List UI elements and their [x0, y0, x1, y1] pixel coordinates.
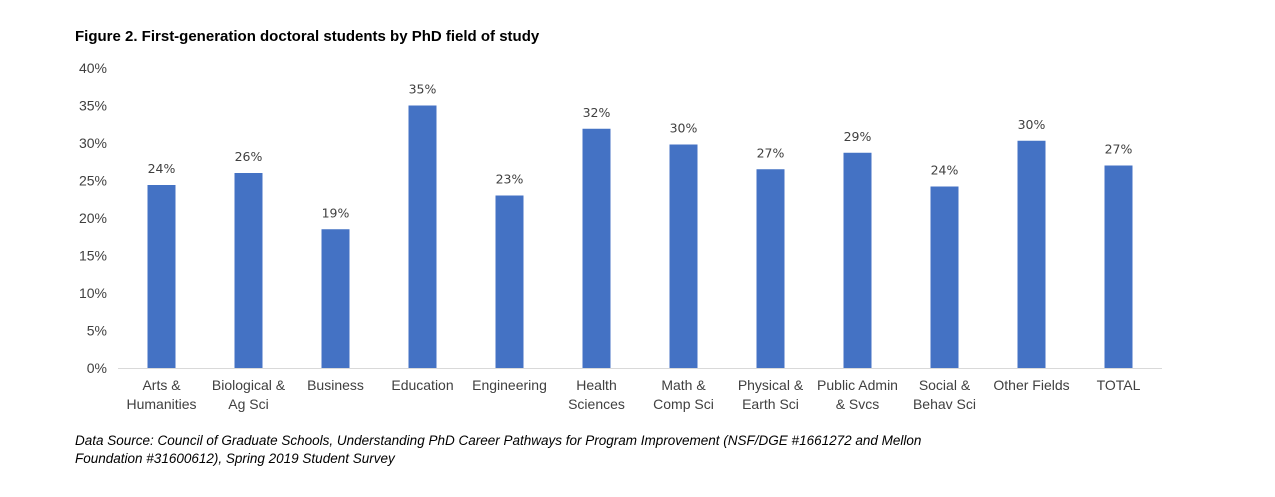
- x-category-label: TOTAL: [1097, 377, 1141, 393]
- x-category-label: Arts &: [142, 377, 181, 393]
- x-category-label: Physical &: [738, 377, 804, 393]
- x-category-label: Earth Sci: [742, 396, 799, 412]
- y-tick-label: 35%: [79, 98, 107, 114]
- bar: [1104, 165, 1133, 368]
- bar: [669, 144, 698, 368]
- data-label: 27%: [757, 145, 785, 160]
- data-label: 30%: [1018, 117, 1046, 132]
- bar: [147, 185, 176, 368]
- x-category-label: Education: [391, 377, 453, 393]
- x-category-label: Ag Sci: [228, 396, 268, 412]
- y-tick-label: 0%: [87, 360, 107, 376]
- data-source-note: Data Source: Council of Graduate Schools…: [75, 433, 922, 466]
- bar: [234, 173, 263, 368]
- data-label: 27%: [1105, 142, 1133, 157]
- x-category-label: Humanities: [126, 396, 196, 412]
- data-label: 26%: [235, 149, 263, 164]
- x-category-label: Engineering: [472, 377, 547, 393]
- x-category-label: Business: [307, 377, 364, 393]
- y-tick-label: 25%: [79, 173, 107, 189]
- bar: [1017, 140, 1046, 368]
- y-tick-label: 10%: [79, 285, 107, 301]
- y-tick-label: 30%: [79, 135, 107, 151]
- x-category-label: Social &: [919, 377, 971, 393]
- bar: [843, 152, 872, 368]
- x-category-label: Biological &: [212, 377, 286, 393]
- x-category-label: Behav Sci: [913, 396, 976, 412]
- data-label: 30%: [670, 121, 698, 136]
- bar: [321, 229, 350, 368]
- bar: [582, 128, 611, 368]
- data-label: 35%: [409, 82, 437, 97]
- bar: [930, 186, 959, 368]
- data-label: 19%: [322, 205, 350, 220]
- y-tick-label: 5%: [87, 323, 107, 339]
- bar: [495, 195, 524, 368]
- x-category-label: Comp Sci: [653, 396, 714, 412]
- chart-title: Figure 2. First-generation doctoral stud…: [75, 28, 540, 45]
- x-category-label: Math &: [661, 377, 706, 393]
- x-category-label: Public Admin: [817, 377, 898, 393]
- bar: [408, 105, 437, 368]
- x-category-label: & Svcs: [836, 396, 880, 412]
- x-category-label: Health: [576, 377, 616, 393]
- x-category-label: Other Fields: [993, 377, 1069, 393]
- data-label: 23%: [496, 172, 524, 187]
- data-label: 29%: [844, 129, 872, 144]
- data-label: 24%: [931, 163, 959, 178]
- data-label: 32%: [583, 105, 611, 120]
- y-tick-label: 40%: [79, 60, 107, 76]
- bar-chart: 0% 5% 10% 15% 20% 25% 30% 35% 40% 24% Arts & Humani…: [79, 60, 1162, 412]
- y-tick-label: 20%: [79, 210, 107, 226]
- bar: [756, 169, 785, 368]
- y-tick-label: 15%: [79, 248, 107, 264]
- data-label: 24%: [148, 161, 176, 176]
- x-category-label: Sciences: [568, 396, 625, 412]
